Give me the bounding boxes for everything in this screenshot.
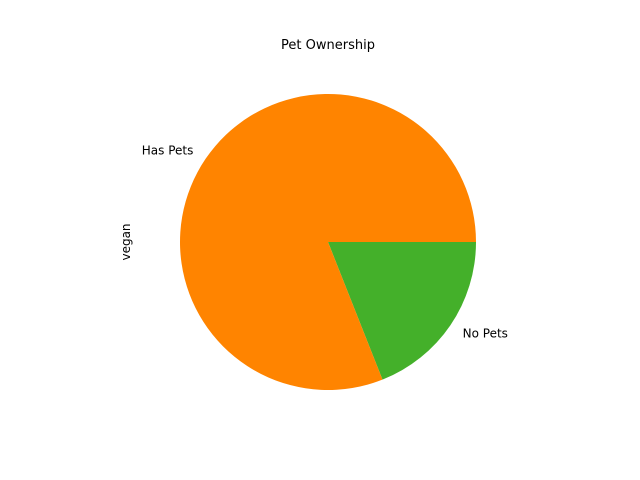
pie-label-no-pets: No Pets bbox=[463, 327, 508, 341]
chart-title: Pet Ownership bbox=[281, 38, 375, 53]
pie-slices bbox=[180, 94, 477, 391]
pie-slice-has-pets bbox=[180, 94, 477, 391]
y-axis-label: vegan bbox=[119, 223, 133, 260]
pie-label-has-pets: Has Pets bbox=[142, 143, 194, 157]
pie-slice-no-pets bbox=[328, 242, 476, 380]
pie-labels: No Pets Has Pets bbox=[142, 143, 508, 340]
